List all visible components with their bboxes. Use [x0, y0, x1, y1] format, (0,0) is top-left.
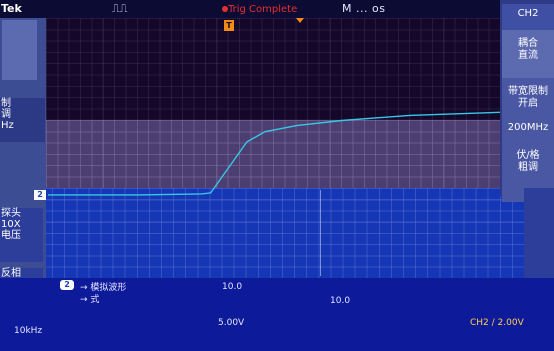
readout-frequency: 10kHz [14, 326, 43, 336]
modulation-label-3: Hz [1, 120, 14, 131]
timebase-readout: M ... os [342, 2, 386, 15]
right-side-menu: CH2 耦合 直流 带宽限制 开启 200MHz 伏/格 粗调 [500, 0, 554, 202]
bandwidth-limit-button[interactable]: 带宽限制 开启 200MHz [502, 78, 554, 138]
volts-label: 伏/格 [516, 150, 540, 161]
invert-label: 反相 [1, 268, 21, 279]
coupling-button[interactable]: 耦合 直流 [502, 30, 554, 80]
trigger-position-marker[interactable]: T [224, 20, 234, 31]
run-indicator: ⎍⎍ [112, 2, 128, 15]
probe-type: 电压 [1, 230, 21, 241]
readout-channel-badge: 2 [60, 280, 74, 290]
modulation-label-1: 制 [1, 98, 11, 109]
modulation-label-2: 调 [1, 109, 11, 120]
trigger-status-icon [222, 6, 228, 12]
graticule-middle [46, 120, 500, 188]
left-menu-item-probe[interactable]: 探头 10X 电压 [0, 208, 43, 262]
readout-ch2-scale: CH2 ∕ 2.00V [470, 318, 524, 328]
left-menu-item-1[interactable] [2, 20, 37, 80]
readout-value-a: 10.0 [222, 282, 243, 292]
readout-line-2: → 式 [80, 295, 100, 305]
probe-attenuation: 10X [1, 219, 21, 230]
probe-label: 探头 [1, 208, 21, 219]
trigger-status: Trig Complete [228, 4, 298, 15]
left-menu-item-modulation[interactable]: 制 调 Hz [0, 98, 45, 142]
bandwidth-value: 200MHz [507, 122, 549, 133]
bandwidth-label: 带宽限制 [508, 86, 548, 97]
trigger-point-icon [296, 18, 304, 23]
bandwidth-toggle: 开启 [518, 98, 538, 109]
graticule-lower [40, 188, 524, 278]
readout-value-b: 5.00V [218, 318, 245, 328]
channel-menu-title: CH2 [502, 4, 554, 30]
channel-2-ground-marker[interactable]: 2 [34, 190, 46, 200]
graticule-upper [46, 18, 500, 120]
status-bar: Tek ⎍⎍ Trig Complete M ... os [0, 0, 500, 18]
readout-value-c: 10.0 [330, 296, 351, 306]
coupling-value: 直流 [518, 50, 538, 61]
channel-2-waveform [48, 111, 501, 196]
readout-line-1: → 模拟波形 [80, 283, 127, 293]
readout-area [0, 278, 554, 351]
volts-mode: 粗调 [518, 162, 538, 173]
coupling-label: 耦合 [518, 38, 538, 49]
right-menu-lower-panel[interactable] [524, 188, 554, 278]
graticule-center-line [320, 190, 321, 276]
brand-logo: Tek [1, 2, 22, 15]
